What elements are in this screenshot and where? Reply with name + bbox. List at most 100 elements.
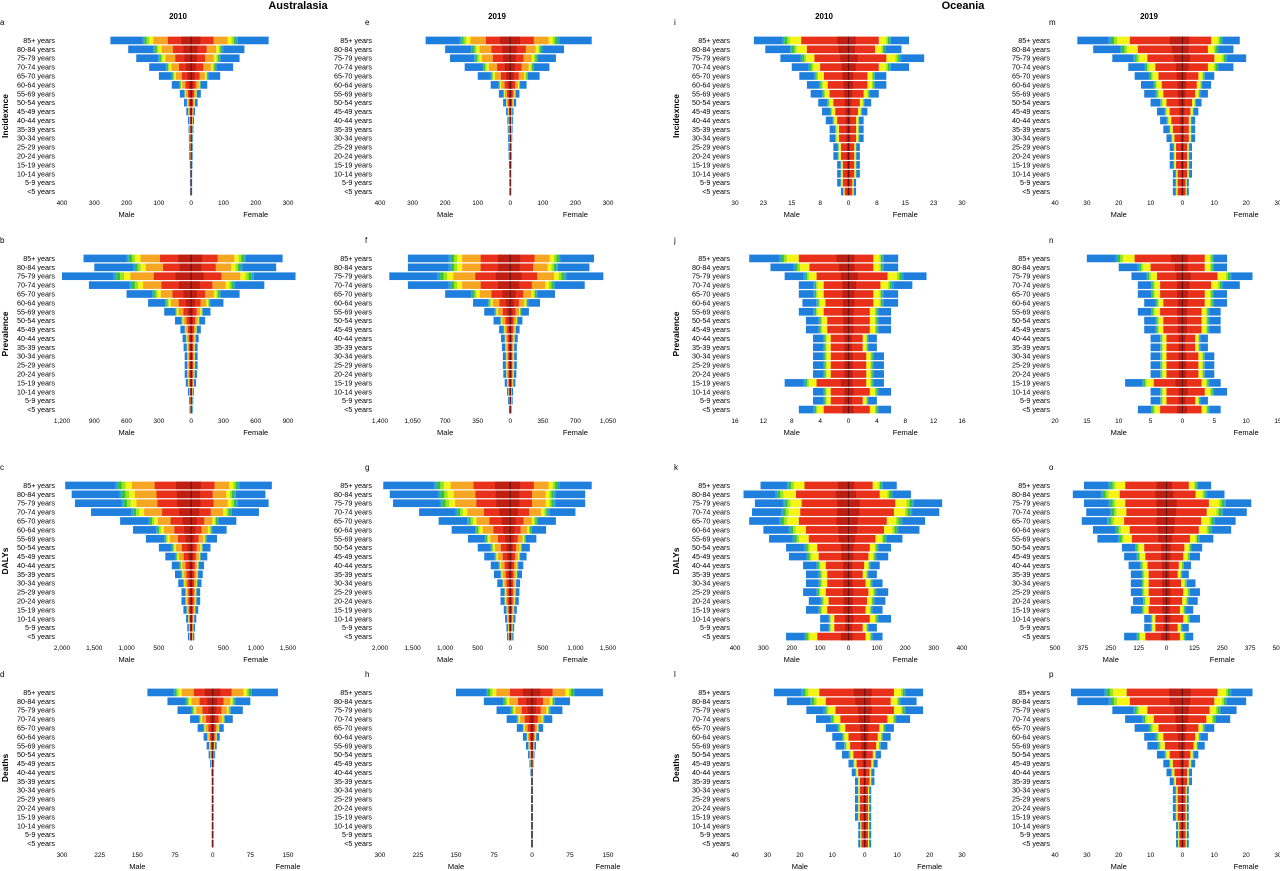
female-segment	[875, 588, 877, 596]
male-segment	[183, 343, 187, 352]
center-line	[509, 552, 511, 561]
age-label: 20-24 years	[1012, 369, 1050, 378]
male-segment	[133, 526, 157, 534]
female-segment	[1188, 481, 1195, 490]
male-segment	[844, 741, 846, 750]
female-bar-inner	[510, 281, 520, 289]
female-bar-inner	[191, 72, 195, 80]
male-segment	[120, 517, 149, 525]
male-axis-label: Male	[792, 862, 808, 871]
female-bar-inner	[510, 570, 512, 579]
male-segment	[143, 281, 162, 289]
center-line	[847, 36, 850, 45]
female-segment	[886, 63, 888, 71]
female-segment	[874, 325, 877, 334]
year-label-australasia-2010: 2010	[169, 12, 187, 21]
male-segment	[1146, 379, 1154, 387]
female-segment	[1217, 706, 1220, 715]
male-bar-core	[509, 688, 532, 697]
center-line	[509, 63, 511, 71]
age-label: 20-24 years	[1012, 596, 1050, 605]
female-segment	[518, 299, 525, 307]
female-bar-inner	[1182, 134, 1184, 143]
male-segment	[1137, 290, 1152, 298]
female-bar-core	[1182, 81, 1197, 89]
female-segment	[533, 63, 550, 71]
age-label: 60-64 years	[334, 298, 372, 307]
female-segment	[869, 813, 872, 821]
male-bar-core	[837, 116, 849, 125]
female-segment	[219, 54, 221, 63]
male-segment	[175, 543, 182, 552]
female-bar-core	[212, 724, 216, 732]
male-bar-core	[1125, 481, 1167, 490]
male-segment	[188, 361, 190, 369]
center-line	[1165, 543, 1168, 552]
male-bar-inner	[1169, 36, 1183, 45]
female-segment	[531, 526, 532, 534]
male-segment	[491, 72, 493, 80]
female-segment	[192, 143, 194, 151]
male-bar-core	[859, 813, 865, 821]
center-line	[190, 490, 192, 499]
male-bar-inner	[498, 254, 511, 263]
male-segment	[791, 481, 794, 490]
age-label: 20-24 years	[17, 369, 55, 378]
x-tick-label: 375	[1077, 645, 1088, 652]
age-label: 85+ years	[698, 36, 730, 45]
age-label: 45-49 years	[334, 552, 372, 561]
center-line	[1181, 733, 1184, 741]
female-segment	[886, 54, 896, 63]
male-segment	[475, 54, 478, 63]
female-segment	[532, 759, 534, 768]
age-label: 65-70 years	[17, 516, 55, 525]
male-segment	[110, 36, 143, 45]
center-line	[847, 343, 850, 352]
female-bar-core	[191, 307, 197, 316]
male-bar-core	[842, 169, 849, 178]
center-line	[190, 396, 192, 405]
male-segment	[501, 316, 502, 325]
center-line	[1181, 750, 1184, 759]
female-bar-core	[1182, 178, 1186, 187]
male-segment	[823, 352, 825, 361]
female-bar-inner	[1182, 63, 1189, 71]
female-bar-core	[848, 316, 870, 325]
female-segment	[535, 54, 537, 63]
male-segment	[1156, 733, 1158, 741]
female-bar-inner	[848, 290, 855, 298]
male-bar-inner	[189, 316, 192, 325]
male-segment	[506, 361, 509, 369]
male-bar-core	[1129, 697, 1183, 706]
male-segment	[833, 116, 834, 125]
male-segment	[187, 606, 189, 614]
center-line	[847, 379, 850, 387]
metric-label: DALYs	[0, 547, 10, 574]
male-segment	[178, 579, 184, 588]
x-tick-label: 150	[283, 852, 294, 859]
male-bar-core	[475, 272, 511, 281]
male-segment	[205, 724, 209, 732]
female-segment	[872, 361, 874, 369]
female-segment	[888, 281, 890, 289]
center-line	[1181, 89, 1184, 98]
female-bar-core	[1166, 526, 1199, 534]
female-segment	[1189, 614, 1200, 623]
female-segment	[210, 526, 212, 534]
male-bar-core	[1148, 579, 1167, 588]
male-segment	[185, 614, 189, 623]
male-segment	[492, 543, 494, 552]
male-segment	[1102, 490, 1106, 499]
age-label: 15-19 years	[334, 605, 372, 614]
male-segment	[1140, 561, 1142, 570]
male-segment	[160, 526, 164, 534]
male-bar-core	[1145, 632, 1167, 641]
female-segment	[1191, 125, 1196, 134]
age-label: 60-64 years	[1012, 732, 1050, 741]
center-line	[1181, 396, 1184, 405]
male-segment	[1120, 526, 1130, 534]
male-bar-core	[839, 125, 849, 134]
male-segment	[502, 316, 506, 325]
female-segment	[1212, 715, 1214, 723]
